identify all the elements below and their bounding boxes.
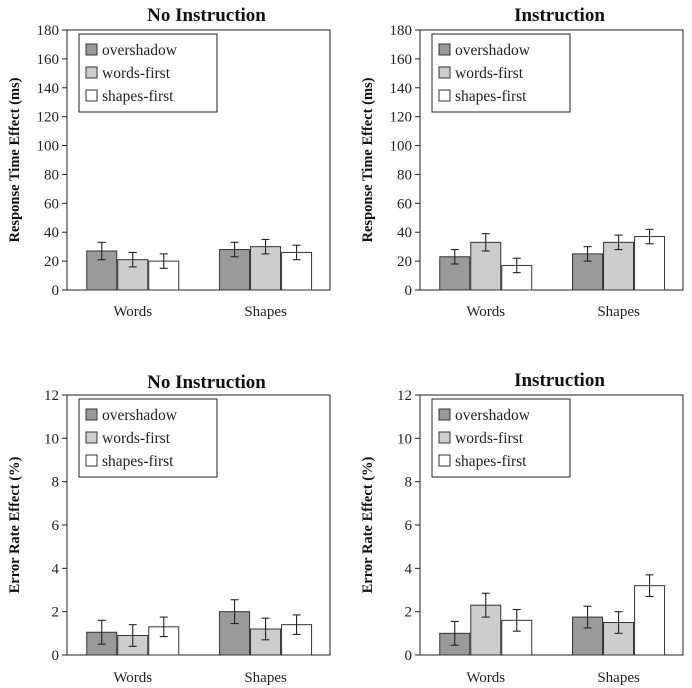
- y-axis-label: Response Time Effect (ms): [7, 77, 23, 242]
- y-tick-label: 6: [52, 518, 60, 534]
- y-tick-label: 140: [390, 81, 413, 97]
- legend-box: [431, 33, 571, 113]
- y-tick-label: 80: [44, 167, 59, 183]
- chart-title: Instruction: [514, 370, 605, 391]
- category-label: Shapes: [244, 670, 287, 686]
- y-tick-label: 4: [52, 561, 60, 577]
- y-tick-label: 0: [405, 283, 413, 299]
- y-axis-label: Response Time Effect (ms): [360, 77, 376, 242]
- plot-frame: [419, 29, 684, 291]
- category-label: Words: [466, 670, 505, 686]
- chart-panel-2: Instruction Response Time Effect (ms) 0 20 4…: [360, 5, 684, 320]
- y-tick-label: 10: [397, 431, 412, 447]
- legend-box: [431, 398, 571, 478]
- bar: [117, 259, 149, 291]
- y-tick-label: 0: [52, 283, 60, 299]
- legend-label: shapes-first: [102, 453, 174, 470]
- y-tick-label: 4: [405, 561, 413, 577]
- y-tick-label: 6: [405, 518, 413, 534]
- y-tick-label: 100: [390, 139, 413, 155]
- y-tick-label: 160: [390, 52, 413, 68]
- y-tick-label: 0: [405, 648, 413, 664]
- y-tick-label: 8: [52, 475, 60, 491]
- y-tick-label: 80: [397, 167, 412, 183]
- chart-panel-3: No Instruction Error Rate Effect (%) 0 2 4 6 8…: [7, 372, 331, 686]
- bar: [634, 236, 666, 291]
- chart-title: No Instruction: [147, 372, 266, 393]
- y-tick-label: 140: [37, 81, 60, 97]
- category-label: Words: [466, 304, 505, 320]
- legend-swatch: [85, 431, 98, 444]
- y-tick-label: 100: [37, 139, 60, 155]
- y-axis-label: Error Rate Effect (%): [7, 456, 23, 593]
- legend-label: shapes-first: [455, 453, 527, 470]
- legend-label: shapes-first: [455, 88, 527, 105]
- y-tick-label: 180: [390, 23, 413, 39]
- legend-swatch: [438, 408, 451, 421]
- chart-title: No Instruction: [147, 5, 266, 26]
- y-tick-label: 120: [390, 110, 413, 126]
- legend-box: [78, 398, 218, 478]
- y-tick-label: 12: [397, 388, 412, 404]
- y-tick-label: 120: [37, 110, 60, 126]
- chart-panel-4: Instruction Error Rate Effect (%) 0 2 4 6 8 10 1…: [360, 370, 684, 686]
- bar: [603, 241, 635, 291]
- legend-swatch: [85, 454, 98, 467]
- category-label: Words: [113, 670, 152, 686]
- y-tick-label: 20: [397, 254, 412, 270]
- legend-swatch: [85, 408, 98, 421]
- y-tick-label: 180: [37, 23, 60, 39]
- legend-label: words-first: [455, 65, 524, 82]
- y-tick-label: 160: [37, 52, 60, 68]
- category-label: Shapes: [597, 304, 640, 320]
- y-tick-label: 40: [397, 225, 412, 241]
- category-label: Words: [113, 304, 152, 320]
- y-tick-label: 0: [52, 648, 60, 664]
- legend-label: overshadow: [102, 42, 178, 59]
- legend-label: words-first: [102, 430, 171, 447]
- y-tick-label: 2: [52, 605, 60, 621]
- y-tick-label: 20: [44, 254, 59, 270]
- chart-title: Instruction: [514, 5, 605, 26]
- legend-label: overshadow: [455, 407, 531, 424]
- legend-label: words-first: [455, 430, 524, 447]
- legend-swatch: [438, 66, 451, 79]
- legend-label: words-first: [102, 65, 171, 82]
- legend-box: [78, 33, 218, 113]
- legend-swatch: [85, 43, 98, 56]
- legend-swatch: [438, 431, 451, 444]
- legend-swatch: [85, 66, 98, 79]
- y-tick-label: 8: [405, 475, 413, 491]
- y-tick-label: 60: [44, 196, 59, 212]
- legend-swatch: [438, 89, 451, 102]
- y-tick-label: 10: [44, 431, 59, 447]
- category-label: Shapes: [597, 670, 640, 686]
- y-tick-label: 2: [405, 605, 413, 621]
- bar: [634, 585, 666, 656]
- category-label: Shapes: [244, 304, 287, 320]
- legend-swatch: [438, 43, 451, 56]
- y-tick-label: 40: [44, 225, 59, 241]
- legend-swatch: [438, 454, 451, 467]
- plot-frame: [66, 29, 331, 291]
- legend-label: overshadow: [455, 42, 531, 59]
- y-tick-label: 60: [397, 196, 412, 212]
- legend-label: overshadow: [102, 407, 178, 424]
- legend-label: shapes-first: [102, 88, 174, 105]
- y-axis-label: Error Rate Effect (%): [360, 456, 376, 593]
- legend-swatch: [85, 89, 98, 102]
- chart-panel-1: No Instruction Response Time Effect (ms) 0…: [7, 5, 331, 320]
- y-tick-label: 12: [44, 388, 59, 404]
